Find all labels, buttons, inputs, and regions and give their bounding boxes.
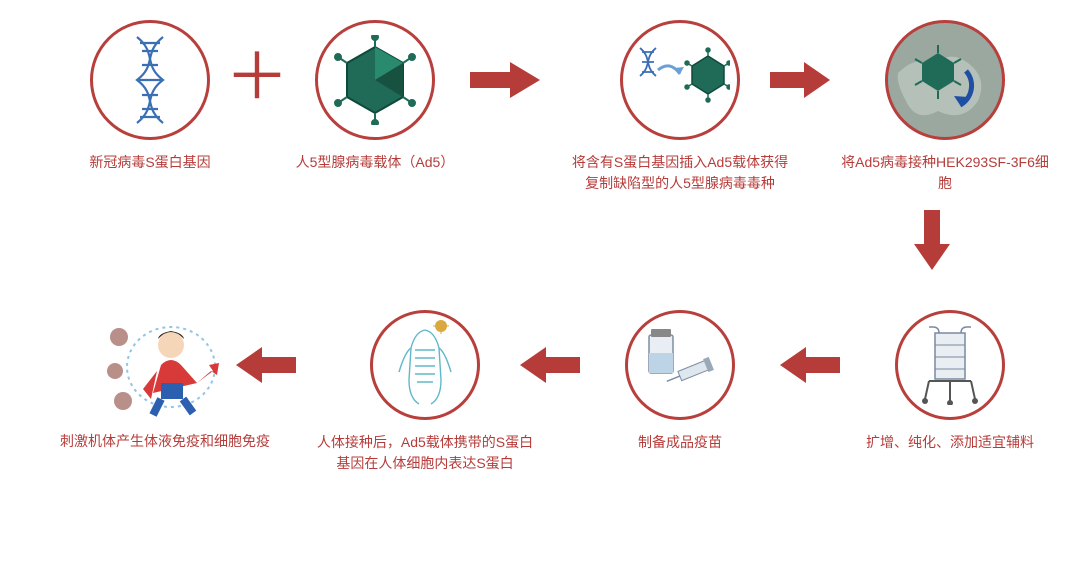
node-label: 将含有S蛋白基因插入Ad5载体获得 复制缺陷型的人5型腺病毒毒种	[572, 152, 788, 194]
cell-infection-icon	[888, 23, 1002, 137]
circle-icon	[370, 310, 480, 420]
arrow-right-2	[770, 60, 830, 100]
square-icon	[101, 305, 229, 423]
node-label: 将Ad5病毒接种HEK293SF-3F6细胞	[835, 152, 1055, 194]
node-label: 人5型腺病毒载体（Ad5）	[296, 152, 455, 173]
node-label: 人体接种后，Ad5载体携带的S蛋白 基因在人体细胞内表达S蛋白	[317, 432, 533, 474]
node-human-expression: 人体接种后，Ad5载体携带的S蛋白 基因在人体细胞内表达S蛋白	[310, 310, 540, 474]
circle-icon	[620, 20, 740, 140]
human-body-icon	[385, 320, 465, 410]
node-amplify-purify: 扩增、纯化、添加适宜辅料	[855, 310, 1045, 453]
node-ad5-vector: 人5型腺病毒载体（Ad5）	[295, 20, 455, 173]
circle-icon	[885, 20, 1005, 140]
node-label: 新冠病毒S蛋白基因	[89, 152, 210, 173]
circle-icon	[895, 310, 1005, 420]
node-infect-cells: 将Ad5病毒接种HEK293SF-3F6细胞	[835, 20, 1055, 194]
node-label: 制备成品疫苗	[638, 432, 722, 453]
arrow-left-2	[520, 345, 580, 385]
node-s-protein-gene: 新冠病毒S蛋白基因	[80, 20, 220, 173]
arrow-right-1	[470, 60, 540, 100]
circle-icon	[315, 20, 435, 140]
adenovirus-icon	[330, 35, 420, 125]
plus-icon: ＋	[225, 45, 289, 109]
arrow-left-1	[780, 345, 840, 385]
node-label: 刺激机体产生体液免疫和细胞免疫	[60, 431, 270, 452]
gene-insert-icon	[630, 40, 730, 120]
dna-icon	[127, 35, 173, 125]
circle-icon	[90, 20, 210, 140]
circle-icon	[625, 310, 735, 420]
node-prepare-vaccine: 制备成品疫苗	[600, 310, 760, 453]
arrow-left-3	[236, 345, 296, 385]
node-label: 扩增、纯化、添加适宜辅料	[866, 432, 1034, 453]
arrow-down	[912, 210, 952, 270]
vial-syringe-icon	[635, 325, 725, 405]
immunity-cartoon-icon	[101, 305, 229, 423]
node-insert-gene: 将含有S蛋白基因插入Ad5载体获得 复制缺陷型的人5型腺病毒毒种	[565, 20, 795, 194]
bioreactor-icon	[915, 325, 985, 405]
